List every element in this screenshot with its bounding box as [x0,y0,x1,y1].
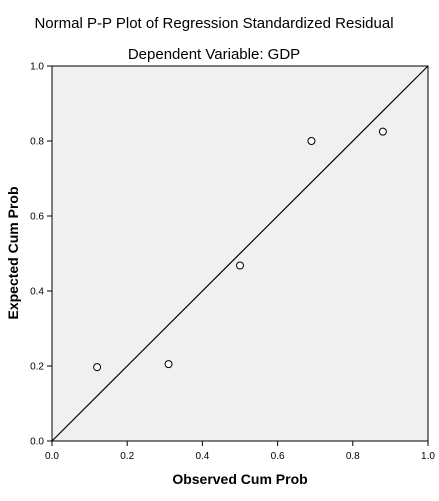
data-point [378,127,387,136]
x-axis-title: Observed Cum Prob [172,471,307,487]
x-tick-label: 0.0 [45,451,59,462]
x-tick-label: 0.6 [271,451,285,462]
x-tick-label: 0.2 [120,451,134,462]
y-tick-label: 1.0 [30,62,44,73]
x-tick-label: 0.8 [346,451,360,462]
data-point [307,137,316,145]
x-axis: 0.0 0.2 0.4 0.6 0.8 1.0 [45,441,435,462]
reference-line [51,65,429,442]
data-point [93,363,102,372]
chart-subtitle: Dependent Variable: GDP [128,46,300,63]
y-tick-label: 0.0 [30,437,44,448]
y-tick-label: 0.4 [30,287,44,298]
y-tick-label: 0.8 [30,137,44,148]
data-point [164,360,173,369]
x-tick-label: 0.4 [195,451,209,462]
chart-title: Normal P-P Plot of Regression Standardiz… [34,15,393,32]
data-point [236,261,244,270]
y-tick-label: 0.6 [30,212,44,223]
data-points [93,127,387,372]
y-tick-label: 0.2 [30,362,44,373]
y-axis-title: Expected Cum Prob [5,186,21,319]
x-tick-label: 1.0 [421,451,435,462]
y-axis: 0.0 0.2 0.4 0.6 0.8 1.0 [30,62,52,448]
